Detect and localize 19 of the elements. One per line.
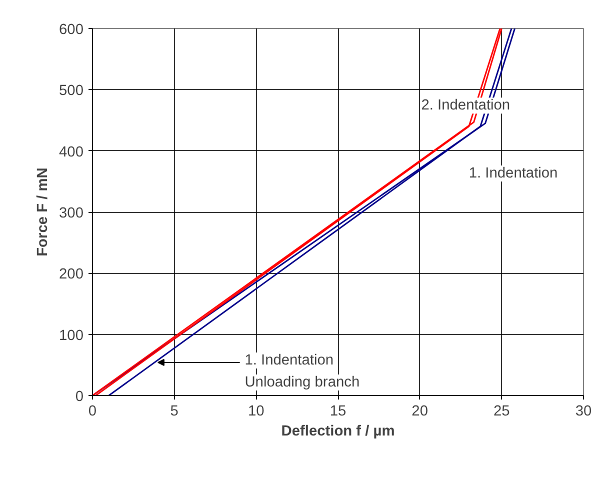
y-tick-label: 0 xyxy=(75,389,84,405)
y-tick-label: 300 xyxy=(59,206,84,222)
x-tick-label: 10 xyxy=(248,404,264,420)
x-tick-label: 25 xyxy=(494,404,510,420)
x-tick-label: 0 xyxy=(88,404,97,420)
y-tick-label: 200 xyxy=(59,266,84,283)
y-axis-title: Force F / mN xyxy=(35,168,52,256)
x-tick-label: 15 xyxy=(330,404,346,420)
annotation: 1. Indentation Unloading branch xyxy=(244,352,360,390)
x-tick-label: 30 xyxy=(575,404,592,420)
annotation: 1. Indentation xyxy=(468,165,558,182)
x-tick-label: 20 xyxy=(412,404,428,420)
y-tick-label: 400 xyxy=(59,144,84,160)
y-tick-label: 500 xyxy=(59,83,84,100)
x-tick-label: 5 xyxy=(170,404,178,420)
y-tick-label: 100 xyxy=(59,328,84,344)
y-tick-label: 600 xyxy=(59,22,84,38)
x-axis-title: Deflection f / µm xyxy=(281,424,395,440)
annotation: 2. Indentation xyxy=(421,98,510,114)
